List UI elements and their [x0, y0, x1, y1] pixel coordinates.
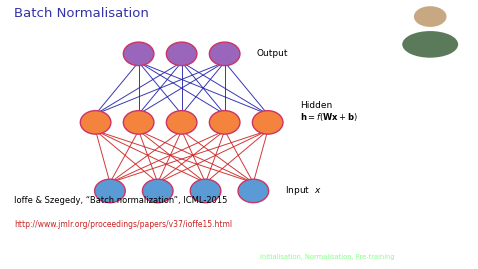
Ellipse shape	[123, 111, 154, 134]
Text: Output: Output	[257, 49, 288, 58]
Ellipse shape	[80, 111, 111, 134]
Text: http://www.jmlr.org/proceedings/papers/v37/ioffe15.html: http://www.jmlr.org/proceedings/papers/v…	[14, 220, 232, 229]
Text: Batch Normalisation: Batch Normalisation	[14, 7, 149, 20]
Text: 10: 10	[457, 254, 466, 260]
Text: $\mathbf{h} = f(\mathbf{W}\mathbf{x} + \mathbf{b})$: $\mathbf{h} = f(\mathbf{W}\mathbf{x} + \…	[300, 111, 358, 123]
Text: MLP Lecture 6 / Week 6 – 26 October 2020: MLP Lecture 6 / Week 6 – 26 October 2020	[34, 254, 176, 260]
Text: Input  $x$: Input $x$	[285, 185, 322, 197]
Ellipse shape	[414, 6, 446, 27]
Ellipse shape	[123, 42, 154, 66]
Ellipse shape	[190, 179, 221, 203]
Ellipse shape	[252, 111, 283, 134]
Text: Hidden: Hidden	[300, 101, 332, 110]
Text: Initialisation, Normalisation, Pre-training: Initialisation, Normalisation, Pre-train…	[260, 254, 395, 260]
Ellipse shape	[95, 179, 125, 203]
Ellipse shape	[142, 179, 173, 203]
Text: Ioffe & Szegedy, “Batch normalization”, ICML-2015: Ioffe & Szegedy, “Batch normalization”, …	[14, 196, 228, 205]
Ellipse shape	[209, 111, 240, 134]
Ellipse shape	[166, 42, 197, 66]
Ellipse shape	[209, 42, 240, 66]
Ellipse shape	[402, 31, 458, 58]
Ellipse shape	[166, 111, 197, 134]
Ellipse shape	[238, 179, 269, 203]
